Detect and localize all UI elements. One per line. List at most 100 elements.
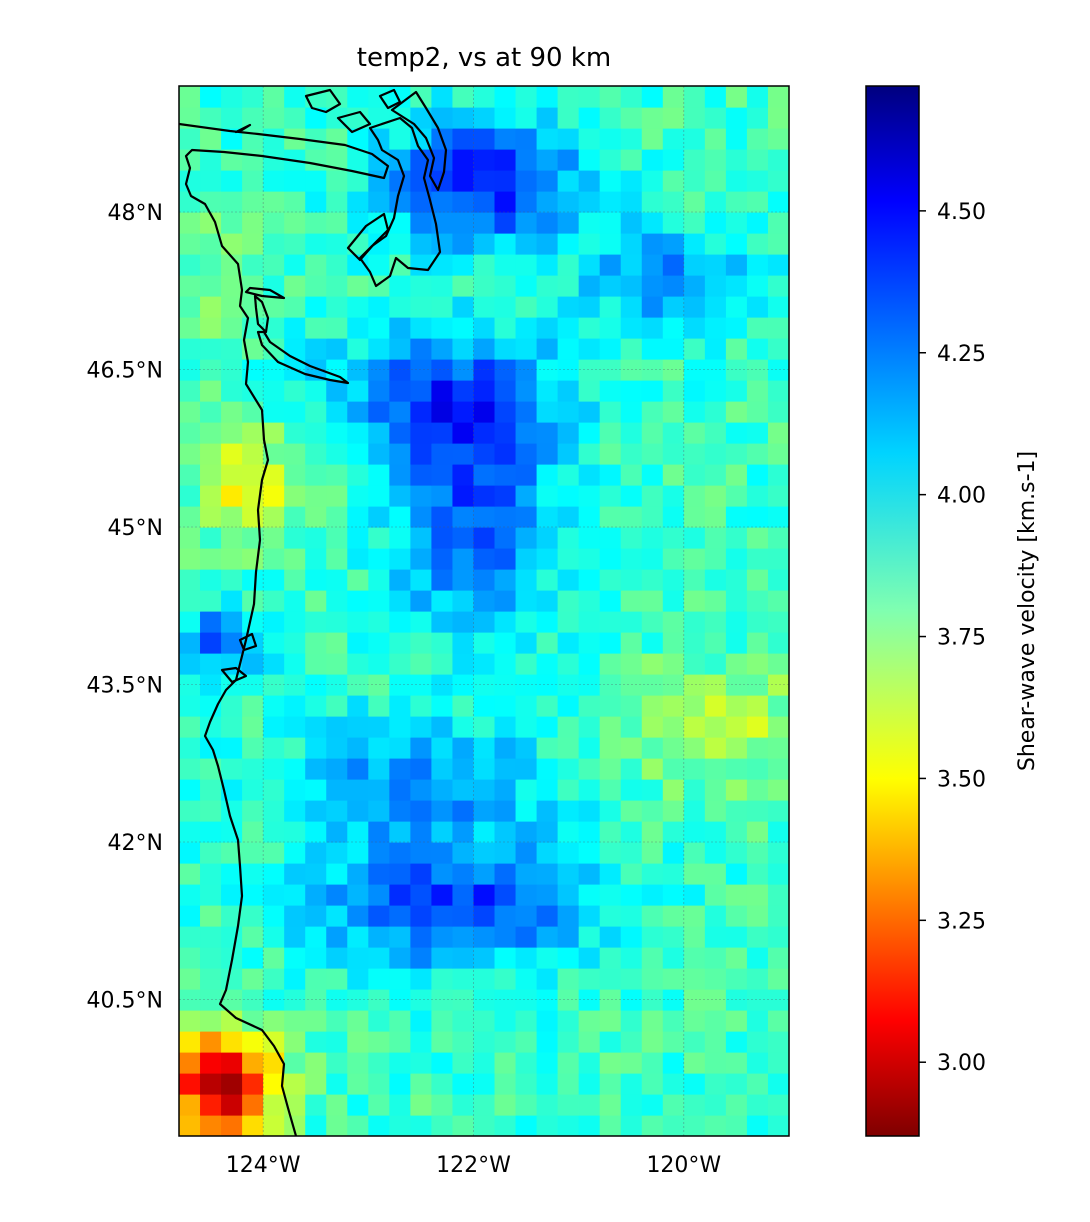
- velocity-cell: [389, 821, 411, 843]
- velocity-cell: [662, 149, 685, 171]
- velocity-cell: [263, 212, 285, 234]
- velocity-cell: [494, 380, 517, 402]
- velocity-cell: [473, 254, 496, 276]
- velocity-cell: [494, 338, 517, 360]
- velocity-cell: [179, 1073, 201, 1095]
- velocity-cell: [599, 989, 622, 1011]
- velocity-cell: [683, 296, 706, 318]
- velocity-cell: [767, 716, 789, 738]
- velocity-cell: [473, 380, 496, 402]
- velocity-cell: [347, 464, 369, 486]
- velocity-cell: [725, 170, 748, 192]
- velocity-cell: [305, 212, 327, 234]
- velocity-cell: [431, 1052, 454, 1074]
- velocity-cell: [242, 905, 264, 927]
- velocity-cell: [578, 905, 601, 927]
- velocity-cell: [536, 506, 559, 528]
- velocity-cell: [683, 1073, 706, 1095]
- velocity-cell: [389, 443, 411, 465]
- velocity-cell: [620, 653, 643, 675]
- colorbar-frame: [865, 85, 920, 1137]
- velocity-cell: [200, 1010, 222, 1032]
- velocity-cell: [263, 611, 285, 633]
- velocity-cell: [725, 422, 748, 444]
- velocity-cell: [599, 317, 622, 339]
- velocity-cell: [662, 1010, 685, 1032]
- velocity-cell: [473, 485, 496, 507]
- velocity-cell: [452, 884, 475, 906]
- lon-tick-label: 124°W: [226, 1153, 301, 1178]
- velocity-cell: [767, 695, 789, 717]
- velocity-cell: [473, 296, 496, 318]
- velocity-cell: [389, 1052, 411, 1074]
- velocity-cell: [242, 548, 264, 570]
- velocity-cell: [221, 779, 243, 801]
- velocity-cell: [641, 107, 664, 129]
- velocity-cell: [389, 317, 411, 339]
- velocity-cell: [515, 989, 538, 1011]
- velocity-cell: [557, 485, 580, 507]
- velocity-cell: [641, 905, 664, 927]
- velocity-cell: [599, 191, 622, 213]
- velocity-cell: [620, 170, 643, 192]
- lat-tick-label: 46.5°N: [87, 359, 163, 384]
- velocity-cell: [641, 611, 664, 633]
- velocity-cell: [557, 758, 580, 780]
- velocity-cell: [641, 212, 664, 234]
- velocity-cell: [536, 884, 559, 906]
- velocity-cell: [725, 86, 748, 108]
- velocity-cell: [452, 863, 475, 885]
- velocity-cell: [515, 1010, 538, 1032]
- velocity-cell: [221, 716, 243, 738]
- velocity-cell: [641, 968, 664, 990]
- velocity-cell: [746, 842, 769, 864]
- velocity-cell: [431, 233, 454, 255]
- velocity-cell: [599, 170, 622, 192]
- velocity-cell: [452, 1052, 475, 1074]
- velocity-cell: [284, 254, 306, 276]
- velocity-cell: [179, 506, 201, 528]
- velocity-cell: [242, 86, 264, 108]
- velocity-cell: [704, 1031, 727, 1053]
- velocity-cell: [473, 107, 496, 129]
- velocity-cell: [599, 947, 622, 969]
- velocity-cell: [536, 191, 559, 213]
- velocity-cell: [578, 1094, 601, 1116]
- velocity-cell: [494, 443, 517, 465]
- velocity-cell: [662, 716, 685, 738]
- velocity-cell: [179, 527, 201, 549]
- velocity-cell: [410, 170, 433, 192]
- velocity-cell: [389, 296, 411, 318]
- velocity-cell: [599, 821, 622, 843]
- velocity-cell: [431, 401, 454, 423]
- velocity-cell: [641, 863, 664, 885]
- velocity-cell: [263, 800, 285, 822]
- velocity-cell: [368, 968, 390, 990]
- velocity-cell: [221, 296, 243, 318]
- velocity-cell: [431, 779, 454, 801]
- velocity-cell: [557, 275, 580, 297]
- velocity-cell: [662, 611, 685, 633]
- velocity-cell: [179, 191, 201, 213]
- velocity-cell: [536, 422, 559, 444]
- velocity-cell: [767, 989, 789, 1011]
- velocity-cell: [767, 254, 789, 276]
- velocity-cell: [536, 968, 559, 990]
- velocity-cell: [725, 254, 748, 276]
- velocity-cell: [578, 863, 601, 885]
- velocity-cell: [200, 590, 222, 612]
- velocity-cell: [641, 800, 664, 822]
- velocity-cell: [767, 1094, 789, 1116]
- velocity-cell: [620, 380, 643, 402]
- velocity-cell: [431, 947, 454, 969]
- velocity-cell: [326, 695, 348, 717]
- velocity-cell: [431, 359, 454, 381]
- velocity-cell: [494, 485, 517, 507]
- velocity-cell: [473, 947, 496, 969]
- velocity-cell: [347, 926, 369, 948]
- velocity-cell: [200, 401, 222, 423]
- velocity-cell: [515, 401, 538, 423]
- velocity-cell: [179, 632, 201, 654]
- velocity-cell: [683, 1031, 706, 1053]
- velocity-cell: [494, 401, 517, 423]
